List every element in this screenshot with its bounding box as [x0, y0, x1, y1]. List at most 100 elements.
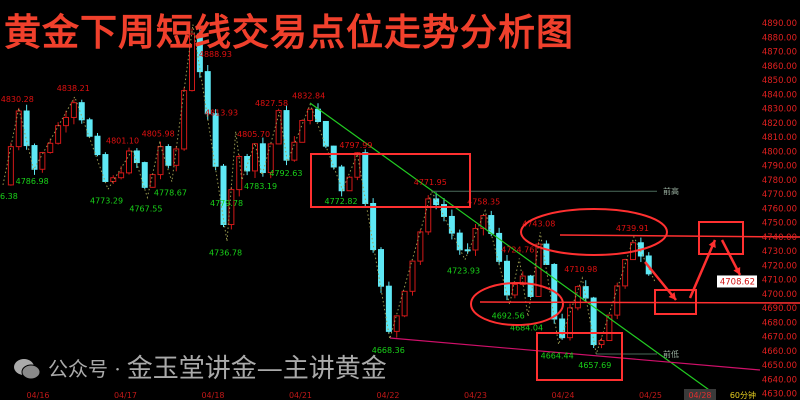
x-tick-label: 04/16: [26, 391, 49, 400]
low-price-label: 4657.69: [578, 361, 611, 370]
candle-body: [590, 297, 597, 346]
annotation-box: [698, 221, 744, 255]
candle-body: [622, 259, 629, 287]
low-price-label: 4684.04: [510, 323, 543, 332]
annotation-box: [310, 153, 471, 208]
watermark: 公众号 · 金玉堂讲金—主讲黄金: [12, 354, 387, 384]
y-tick-label: 4820.00: [762, 119, 797, 129]
candle-body: [409, 260, 416, 292]
low-price-label: 4767.55: [129, 204, 162, 213]
watermark-text: 金玉堂讲金—主讲黄金: [126, 354, 387, 384]
last-price-label: 4708.62: [720, 277, 755, 287]
low-price-label: 4779.78: [210, 199, 243, 208]
y-tick-label: 4810.00: [762, 133, 797, 143]
candle-body: [86, 119, 93, 137]
x-tick-label: 04/23: [464, 391, 487, 400]
high-price-label: 4827.58: [255, 99, 288, 108]
x-tick-label: 04/28: [688, 391, 711, 400]
low-price-label: 4736.78: [209, 248, 242, 257]
candle-body: [220, 165, 227, 226]
x-tick-label: 04/17: [114, 391, 137, 400]
support-line: [389, 337, 761, 371]
high-price-label: 4743.08: [522, 219, 555, 228]
y-tick-label: 4680.00: [762, 318, 797, 328]
wechat-icon: [14, 359, 41, 380]
arrow-icon: [644, 261, 677, 301]
candle-body: [149, 174, 156, 188]
candle-body: [299, 120, 306, 143]
candle-body: [7, 146, 14, 186]
high-price-label: 4801.10: [106, 137, 139, 146]
candle-body: [15, 110, 22, 148]
candle-body: [126, 150, 132, 174]
candle-body: [236, 156, 243, 191]
annotation-box: [536, 332, 623, 381]
candle-body: [173, 148, 180, 166]
candle-body: [228, 189, 235, 226]
candle-body: [165, 146, 172, 166]
candle-body: [291, 141, 298, 161]
y-tick-label: 4880.00: [762, 33, 797, 43]
candle-body: [63, 116, 69, 127]
candle-body: [464, 249, 471, 252]
candle-body: [307, 108, 314, 122]
candle-body: [338, 166, 345, 192]
high-price-label: 4758.35: [467, 198, 500, 207]
low-price-label: 4792.63: [269, 169, 302, 178]
candle-body: [488, 215, 495, 234]
candle-body: [559, 318, 566, 339]
candle-body: [417, 231, 424, 262]
candle-body: [275, 110, 282, 145]
y-tick-label: 4640.00: [762, 375, 797, 385]
y-tick-label: 4630.00: [762, 390, 797, 400]
candle-body: [433, 198, 440, 206]
high-price-label: 4797.99: [339, 141, 372, 150]
x-tick-label: 04/24: [551, 391, 574, 400]
candle-body: [543, 243, 550, 265]
candle-body: [212, 113, 219, 167]
candle-body: [393, 315, 400, 332]
y-tick-label: 4660.00: [762, 347, 797, 357]
zigzag-line: [2, 24, 656, 355]
candle-body: [39, 151, 46, 170]
candle-body: [47, 142, 54, 153]
candle-body: [614, 285, 621, 316]
candle-body: [401, 290, 408, 317]
low-price-label: 4692.56: [492, 311, 525, 320]
high-price-label: 4830.28: [1, 95, 34, 104]
x-tick-label: 04/18: [201, 391, 224, 400]
low-price-label: 4778.67: [154, 189, 187, 198]
downtrend-line: [309, 102, 713, 393]
y-tick-label: 4800.00: [762, 147, 797, 157]
resistance-line: [559, 234, 800, 238]
low-price-label: 6.38: [0, 192, 18, 201]
candle-body: [598, 340, 605, 346]
candle-body: [330, 145, 337, 168]
chart-title: 黄金下周短线交易点位走势分析图: [4, 10, 574, 54]
period-label: 60分钟: [730, 390, 756, 400]
high-price-label: 4805.70: [237, 130, 270, 139]
arrow-head-icon: [733, 267, 741, 275]
low-price-label: 4783.19: [244, 182, 277, 191]
low-price-label: 4773.29: [90, 196, 123, 205]
level-label: 前低: [663, 349, 679, 359]
high-price-label: 4832.84: [292, 91, 325, 100]
y-tick-label: 4790.00: [762, 162, 797, 172]
y-tick-label: 4890.00: [762, 19, 797, 29]
candle-body: [267, 143, 274, 174]
candle-body: [78, 102, 85, 121]
candle-body: [189, 33, 195, 92]
candle-body: [259, 143, 266, 174]
low-price-label: 4668.36: [372, 346, 405, 355]
candle-body: [102, 154, 109, 182]
y-tick-label: 4760.00: [762, 204, 797, 214]
candle-body: [378, 249, 384, 287]
high-price-label: 4805.98: [142, 130, 175, 139]
y-tick-label: 4840.00: [762, 90, 797, 100]
candle-body: [362, 152, 369, 205]
low-price-label: 4723.93: [447, 267, 480, 276]
high-price-label: 4710.98: [564, 265, 597, 274]
candle-body: [141, 162, 148, 188]
